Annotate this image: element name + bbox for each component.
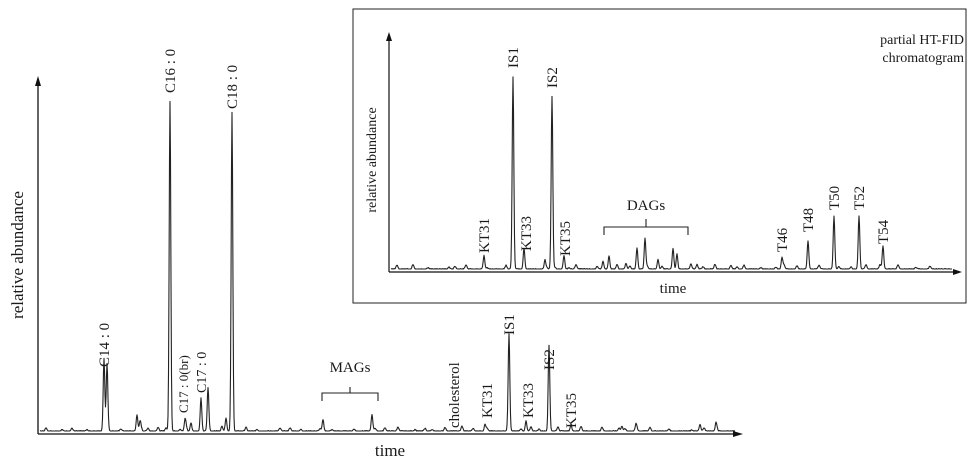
main-trace: [39, 100, 736, 432]
inset-peak-label-t48: T48: [801, 208, 817, 232]
dags-bracket: [603, 219, 689, 235]
dags-label: DAGs: [627, 198, 665, 214]
peak-label-c16: C16 : 0: [163, 49, 179, 93]
inset-ylabel: relative abundance: [365, 107, 380, 212]
inset-chromatogram: relative abundance time partial HT-FID ch…: [352, 8, 967, 304]
inset-peak-label-t52: T52: [852, 186, 868, 210]
peak-label-cholesterol: cholesterol: [447, 362, 463, 428]
inset-frame: [352, 8, 967, 304]
inset-y-axis-arrow: [386, 32, 392, 41]
inset-title: partial HT-FID chromatogram: [880, 33, 964, 66]
mags-label: MAGs: [330, 360, 371, 376]
peak-label-c18: C18 : 0: [225, 65, 241, 109]
inset-x-axis-arrow: [953, 269, 962, 275]
peak-label-kt33: KT33: [521, 383, 537, 418]
inset-peak-label-is1: IS1: [506, 47, 522, 68]
main-y-axis-arrow: [35, 76, 41, 86]
inset-xlabel: time: [660, 281, 687, 297]
main-xlabel: time: [375, 441, 405, 458]
inset-trace: [390, 76, 953, 270]
inset-peak-label-kt35: KT35: [558, 221, 574, 256]
inset-peak-label-kt31: KT31: [477, 218, 493, 253]
inset-peak-label-t46: T46: [775, 227, 791, 252]
inset-peak-label-is2: IS2: [545, 67, 561, 88]
peak-label-kt35: KT35: [564, 393, 580, 428]
inset-peak-label-t54: T54: [876, 219, 892, 244]
peak-label-is2: IS2: [542, 349, 558, 370]
peak-label-kt31: KT31: [480, 383, 496, 418]
peak-label-is1: IS1: [502, 314, 518, 335]
main-x-axis-arrow: [733, 431, 743, 437]
inset-peak-label-kt33: KT33: [519, 216, 535, 251]
main-ylabel: relative abundance: [8, 191, 27, 319]
peak-label-c14: C14 : 0: [97, 323, 113, 367]
inset-peak-label-t50: T50: [827, 186, 843, 210]
main-chromatogram: relative abundance time MAGs C14 : 0 C16…: [8, 49, 743, 458]
mags-bracket: [321, 387, 379, 401]
peak-label-c17br: C17 : 0(br): [176, 355, 191, 413]
peak-label-c17: C17 : 0: [195, 352, 210, 393]
